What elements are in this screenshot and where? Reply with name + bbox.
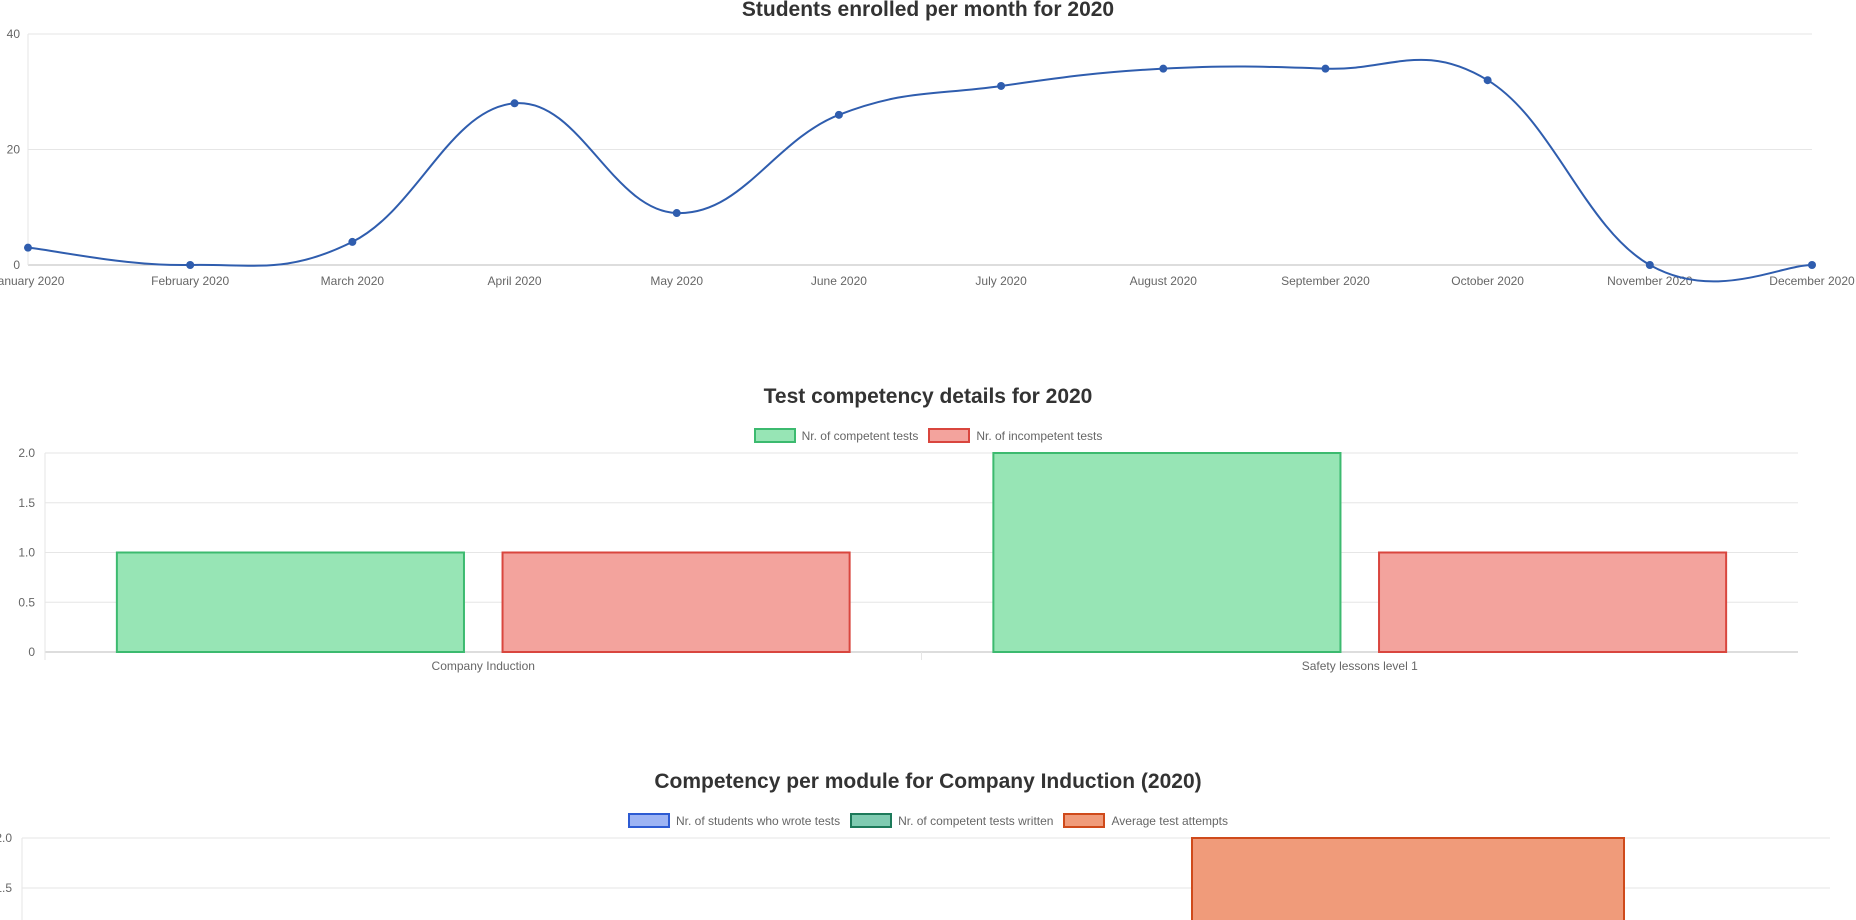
data-point	[1159, 64, 1168, 73]
x-tick-label: August 2020	[1130, 274, 1198, 288]
bar	[992, 452, 1342, 653]
legend-item-competent-written[interactable]: Nr. of competent tests written	[850, 813, 1053, 828]
y-tick-label: 1.0	[18, 546, 35, 560]
y-tick-label: 0	[28, 645, 35, 659]
x-tick-label: February 2020	[151, 274, 229, 288]
data-point	[510, 99, 519, 108]
legend-label-students-wrote: Nr. of students who wrote tests	[676, 813, 841, 828]
legend-label-competent-written: Nr. of competent tests written	[898, 813, 1054, 828]
x-tick-label: September 2020	[1281, 274, 1370, 288]
y-tick-label: 40	[7, 27, 21, 41]
legend-label-average-attempts: Average test attempts	[1111, 813, 1228, 828]
legend-label-incompetent: Nr. of incompetent tests	[976, 428, 1103, 443]
data-point	[997, 81, 1006, 90]
data-point	[1321, 64, 1330, 73]
legend-item-incompetent[interactable]: Nr. of incompetent tests	[928, 428, 1102, 443]
legend-label-competent: Nr. of competent tests	[801, 428, 919, 443]
x-tick-label: May 2020	[650, 274, 703, 288]
x-tick-label: June 2020	[811, 274, 867, 288]
data-point	[834, 110, 843, 119]
y-tick-label: 1.5	[18, 496, 35, 510]
data-point	[1645, 261, 1654, 269]
legend-swatch-competent	[753, 428, 796, 443]
chart1-plot: 0 20 40 January 2020 February 2020 March 2020…	[0, 27, 1855, 288]
chart3-title: Competency per module for Company Induct…	[654, 770, 1202, 793]
x-tick-label: October 2020	[1451, 274, 1524, 288]
data-point	[348, 237, 357, 246]
x-tick-label: July 2020	[975, 274, 1027, 288]
chart2-plot: 0 0.5 1.0 1.5 2.0 Company Induction Safety les…	[18, 446, 1798, 673]
chart3-plot: 2.0 1.5	[0, 831, 1830, 920]
y-tick-label: 1.5	[0, 881, 12, 895]
series-line	[27, 58, 1813, 283]
data-point	[1808, 261, 1816, 269]
legend-swatch-incompetent	[928, 428, 971, 443]
bar	[115, 551, 465, 653]
data-point	[186, 261, 195, 269]
bar	[1378, 551, 1728, 653]
bar	[501, 551, 851, 653]
y-tick-label: 20	[7, 143, 21, 157]
legend-swatch-students-wrote	[628, 813, 670, 828]
x-tick-label: November 2020	[1607, 274, 1693, 288]
x-tick-label: Safety lessons level 1	[1302, 659, 1418, 673]
legend-item-average-attempts[interactable]: Average test attempts	[1063, 813, 1228, 828]
chart1-title: Students enrolled per month for 2020	[741, 0, 1115, 21]
legend-item-students-wrote[interactable]: Nr. of students who wrote tests	[628, 813, 840, 828]
legend-item-competent[interactable]: Nr. of competent tests	[753, 428, 919, 443]
x-tick-label: December 2020	[1769, 274, 1855, 288]
y-tick-label: 0.5	[18, 595, 35, 609]
x-tick-label: January 2020	[0, 274, 65, 288]
y-tick-label: 0	[13, 258, 20, 272]
x-tick-label: March 2020	[321, 274, 385, 288]
legend-swatch-competent-written	[850, 813, 893, 828]
x-tick-label: April 2020	[488, 274, 542, 288]
data-point	[1483, 76, 1492, 85]
data-point	[672, 209, 681, 218]
data-point	[24, 243, 32, 252]
bar	[1191, 837, 1625, 920]
y-tick-label: 2.0	[0, 831, 12, 845]
x-tick-label: Company Induction	[432, 659, 535, 673]
chart3-legend[interactable]: Nr. of students who wrote tests Nr. of c…	[0, 813, 1856, 828]
chart2-title: Test competency details for 2020	[763, 385, 1093, 408]
legend-swatch-average-attempts	[1063, 813, 1106, 828]
y-tick-label: 2.0	[18, 446, 35, 460]
chart2-legend[interactable]: Nr. of competent tests Nr. of incompeten…	[0, 428, 1856, 443]
